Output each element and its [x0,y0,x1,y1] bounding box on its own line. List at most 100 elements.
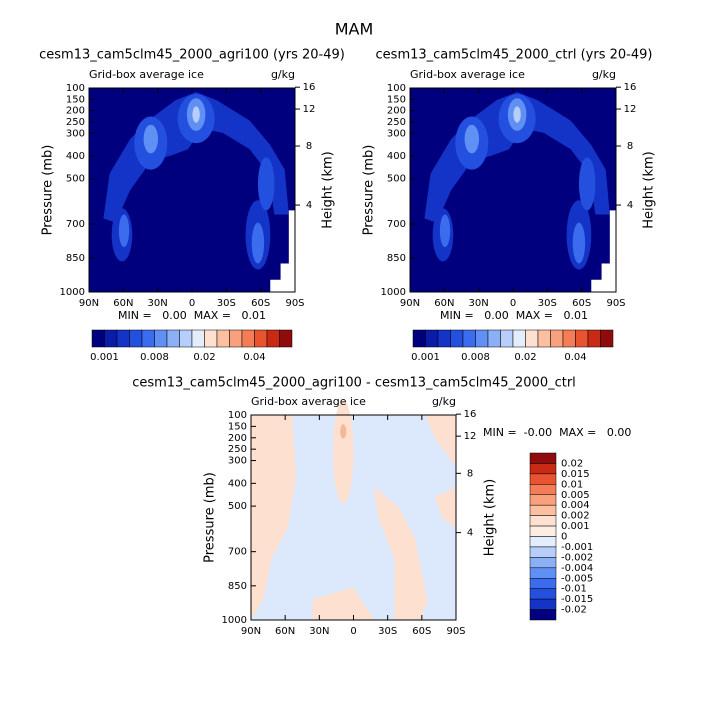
colorbar-label: 0.008 [140,352,169,363]
colorbar-box [475,329,489,348]
colorbar-label: -0.015 [561,594,593,605]
colorbar-box [529,515,557,527]
contour-region [192,106,200,123]
colorbar-box [529,557,557,569]
colorbar-box [529,494,557,506]
y-tick-label: 500 [228,501,247,512]
colorbar-box [529,578,557,589]
contour-region [435,486,456,528]
y2-tick-label: 16 [464,409,477,420]
colorbar-box [450,329,464,348]
colorbar-box [529,609,557,621]
x-tick-label: 90N [400,298,420,309]
y-tick-label: 250 [66,117,85,128]
right-label: g/kg [271,68,295,81]
colorbar-box [129,329,143,348]
colorbar-label: 0.04 [564,352,586,363]
colorbar-label: -0.02 [561,605,587,616]
panel-title: cesm13_cam5clm45_2000_agri100 (yrs 20-49… [39,48,345,63]
y2-tick-label: 4 [467,528,473,539]
colorbar-box [487,329,501,348]
colorbar-label: 0.04 [243,352,265,363]
colorbar-label: 0.002 [561,511,590,522]
contour-region [513,106,521,123]
stats-label: MIN = 0.00 MAX = 0.01 [440,309,588,322]
x-tick-label: 30N [309,626,329,637]
colorbar-label: 0.02 [193,352,215,363]
panel-title: cesm13_cam5clm45_2000_ctrl (yrs 20-49) [376,48,653,63]
colorbar-label: 0.02 [561,458,583,469]
colorbar-box [216,329,230,348]
contour-region [251,415,297,620]
y-tick-label: 500 [66,174,85,185]
x-tick-label: 30N [148,298,168,309]
colorbar-box [241,329,255,348]
contour-region [333,400,354,504]
y-tick-label: 400 [228,478,247,489]
x-tick-label: 0 [350,626,356,637]
x-tick-label: 30S [538,298,557,309]
y2-axis-label: Height (km) [483,479,498,556]
colorbar-label: 0.001 [411,352,440,363]
colorbar-box [525,329,539,348]
colorbar-box [529,484,557,495]
y-tick-label: 400 [66,151,85,162]
colorbar-box [562,329,576,348]
y2-tick-label: 8 [306,141,312,152]
colorbar-box [587,329,601,348]
x-tick-label: 60S [572,298,591,309]
x-tick-label: 30N [469,298,489,309]
left-label: Grid-box average ice [251,395,366,408]
y2-tick-label: 12 [464,431,477,442]
colorbar-box [512,329,526,348]
colorbar-label: 0.008 [461,352,490,363]
colorbar-box [537,329,551,348]
y-tick-label: 100 [228,410,247,421]
y-tick-label: 250 [387,117,406,128]
y2-tick-label: 8 [467,468,473,479]
colorbar-box [116,329,130,348]
colorbar-label: 0.005 [561,490,590,501]
colorbar-box [529,452,557,464]
panel-title: cesm13_cam5clm45_2000_agri100 - cesm13_c… [132,376,576,391]
y2-axis-label: Height (km) [642,151,657,228]
colorbar-box [412,329,426,348]
x-tick-label: 60N [275,626,295,637]
colorbar-label: -0.004 [561,563,593,574]
x-tick-label: 0 [510,298,516,309]
colorbar-label: 0.015 [561,469,590,480]
y2-tick-label: 16 [624,82,637,93]
contour-region [591,210,616,292]
left-label: Grid-box average ice [89,68,204,81]
y-tick-label: 150 [228,421,247,432]
colorbar-box [279,329,293,348]
colorbar-label: -0.002 [561,552,593,563]
right-label: g/kg [432,395,456,408]
y-tick-label: 1000 [60,287,85,298]
colorbar-box [550,329,564,348]
y-tick-label: 700 [387,219,406,230]
x-tick-label: 90N [79,298,99,309]
y-tick-label: 700 [66,219,85,230]
contour-region [425,415,456,467]
colorbar-box [204,329,218,348]
colorbar-box [500,329,514,348]
contour-region [340,424,347,439]
y-tick-label: 300 [228,456,247,467]
y-tick-label: 300 [387,128,406,139]
colorbar-label: 0.001 [561,521,590,532]
colorbar-box [229,329,243,348]
colorbar-box [462,329,476,348]
y-tick-label: 500 [387,174,406,185]
left-label: Grid-box average ice [410,68,525,81]
colorbar-box [425,329,439,348]
x-tick-label: 90S [285,298,304,309]
colorbar-label: 0.01 [561,479,583,490]
colorbar-box [529,525,557,537]
y-tick-label: 1000 [222,615,247,626]
y-tick-label: 700 [228,547,247,558]
x-tick-label: 90N [241,626,261,637]
x-tick-label: 60S [412,626,431,637]
colorbar-box [91,329,105,348]
y-tick-label: 850 [66,253,85,264]
